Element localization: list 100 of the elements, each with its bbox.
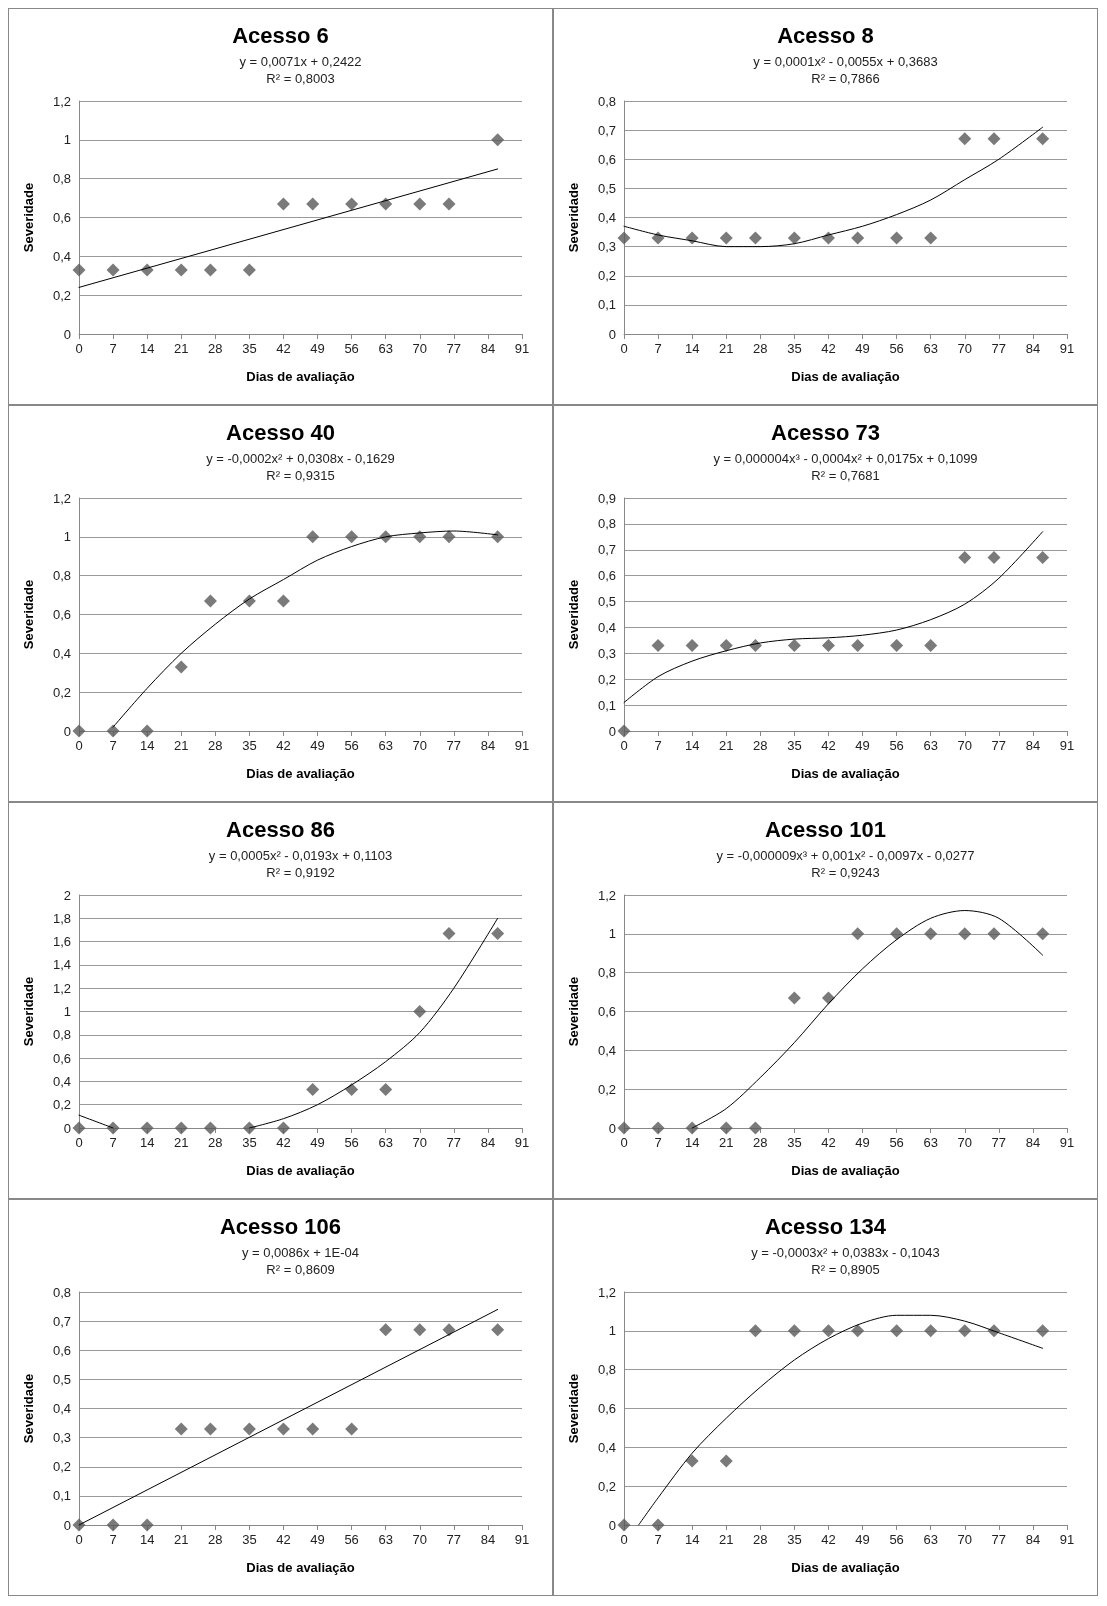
x-tick-label: 42	[276, 341, 291, 356]
point	[306, 197, 320, 211]
y-tick-label: 0,6	[52, 210, 71, 225]
chart-title: Acesso 101	[764, 816, 887, 842]
y-axis-title: Severidade	[21, 976, 36, 1047]
point	[890, 639, 904, 653]
x-tick-label: 35	[242, 341, 257, 356]
text: y = -0,0002x² + 0,0308x - 0,1629	[206, 450, 395, 466]
point	[851, 1324, 865, 1338]
y-tick-label: 1	[63, 1004, 71, 1019]
x-tick-label: 84	[480, 341, 496, 356]
point	[72, 263, 86, 277]
x-tick-label: 7	[109, 738, 117, 753]
y-axis-title: Severidade	[566, 182, 581, 253]
point	[890, 927, 904, 941]
y-tick-label: 0,4	[52, 1073, 71, 1089]
y-tick-label: 2	[63, 887, 71, 903]
x-tick-label: 84	[1025, 738, 1041, 753]
y-tick-label: 0	[63, 326, 71, 342]
x-tick-label: 70	[957, 738, 972, 753]
chart-title: Acesso 86	[226, 816, 335, 842]
y-tick-label: 0,2	[52, 287, 71, 303]
y-tick-label: 1	[63, 132, 71, 148]
x-tick-label: 21	[719, 1532, 734, 1547]
x-tick-label: 21	[174, 1532, 189, 1547]
point	[719, 639, 733, 653]
line-series	[623, 126, 1044, 248]
point	[242, 1422, 256, 1436]
point	[821, 1324, 835, 1338]
point	[491, 530, 505, 544]
y-tick-label: 0,5	[597, 594, 616, 610]
y-tick-label: 1,2	[52, 980, 71, 996]
x-tick-label: 21	[174, 738, 189, 753]
point	[345, 530, 359, 544]
y-tick-label: 0,2	[52, 684, 71, 700]
point	[276, 594, 290, 608]
x-tick-label: 70	[957, 1532, 972, 1547]
text: R² = 0,8003	[266, 70, 335, 86]
point	[685, 639, 699, 653]
y-tick-label: 0,4	[52, 1401, 71, 1416]
x-tick-label: 42	[821, 738, 836, 753]
point	[651, 1121, 665, 1135]
x-tick-label: 49	[855, 738, 870, 753]
text: y = 0,000004x³ - 0,0004x² + 0,0175x + 0,1099	[713, 450, 978, 466]
x-tick-label: 7	[109, 1135, 117, 1150]
y-tick-label: 0,3	[52, 1430, 71, 1446]
point	[890, 1324, 904, 1338]
x-tick-label: 63	[923, 341, 938, 356]
x-tick-label: 91	[1059, 738, 1075, 753]
y-tick-label: 0	[63, 723, 71, 739]
y-tick-label: 1	[608, 926, 616, 942]
x-tick-label: 84	[1025, 341, 1041, 356]
point	[306, 1422, 320, 1436]
x-tick-label: 91	[514, 1135, 530, 1150]
x-tick-label: 28	[753, 1135, 768, 1150]
x-tick-label: 28	[753, 738, 768, 753]
x-tick-label: 70	[412, 1135, 427, 1150]
y-tick-label: 0,1	[597, 697, 616, 713]
x-axis-title: Dias de avaliação	[246, 369, 355, 384]
x-tick-label: 21	[719, 1135, 734, 1150]
x-tick-label: 14	[139, 738, 155, 753]
x-tick-label: 84	[1025, 1135, 1041, 1150]
x-tick-label: 0	[620, 1135, 628, 1150]
x-tick-label: 77	[446, 1532, 462, 1547]
point	[174, 1121, 188, 1135]
x-tick-label: 35	[787, 341, 802, 356]
y-axis-title: Severidade	[566, 579, 581, 650]
y-tick-label: 0,9	[597, 490, 616, 506]
x-tick-label: 28	[208, 341, 223, 356]
y-tick-label: 0,2	[597, 1478, 616, 1494]
x-tick-label: 49	[855, 1135, 870, 1150]
x-tick-label: 77	[446, 341, 462, 356]
point	[987, 927, 1001, 941]
y-tick-label: 0,6	[52, 1050, 71, 1066]
x-tick-label: 77	[446, 1135, 462, 1150]
point	[719, 1121, 733, 1135]
y-tick-label: 0,8	[597, 965, 616, 981]
point	[958, 927, 972, 941]
point	[958, 551, 972, 565]
point	[72, 1121, 86, 1135]
text: y = 0,0071x + 0,2422	[239, 53, 362, 69]
x-tick-label: 28	[753, 341, 768, 356]
point	[719, 1454, 733, 1468]
point	[924, 1324, 938, 1338]
x-tick-label: 14	[684, 341, 700, 356]
point	[203, 1121, 217, 1135]
x-tick-label: 56	[344, 1532, 359, 1547]
x-tick-label: 91	[514, 1532, 530, 1547]
x-tick-label: 56	[889, 1135, 904, 1150]
x-axis-title: Dias de avaliação	[791, 1560, 900, 1575]
point	[787, 1324, 801, 1338]
y-tick-label: 0,8	[597, 516, 616, 532]
y-tick-label: 1	[608, 1323, 616, 1339]
chart-title: Acesso 106	[219, 1213, 342, 1239]
line-series	[623, 531, 1044, 704]
point	[958, 1324, 972, 1338]
y-tick-label: 0,7	[597, 542, 616, 558]
x-tick-label: 14	[684, 738, 700, 753]
point	[924, 927, 938, 941]
point	[174, 263, 188, 277]
